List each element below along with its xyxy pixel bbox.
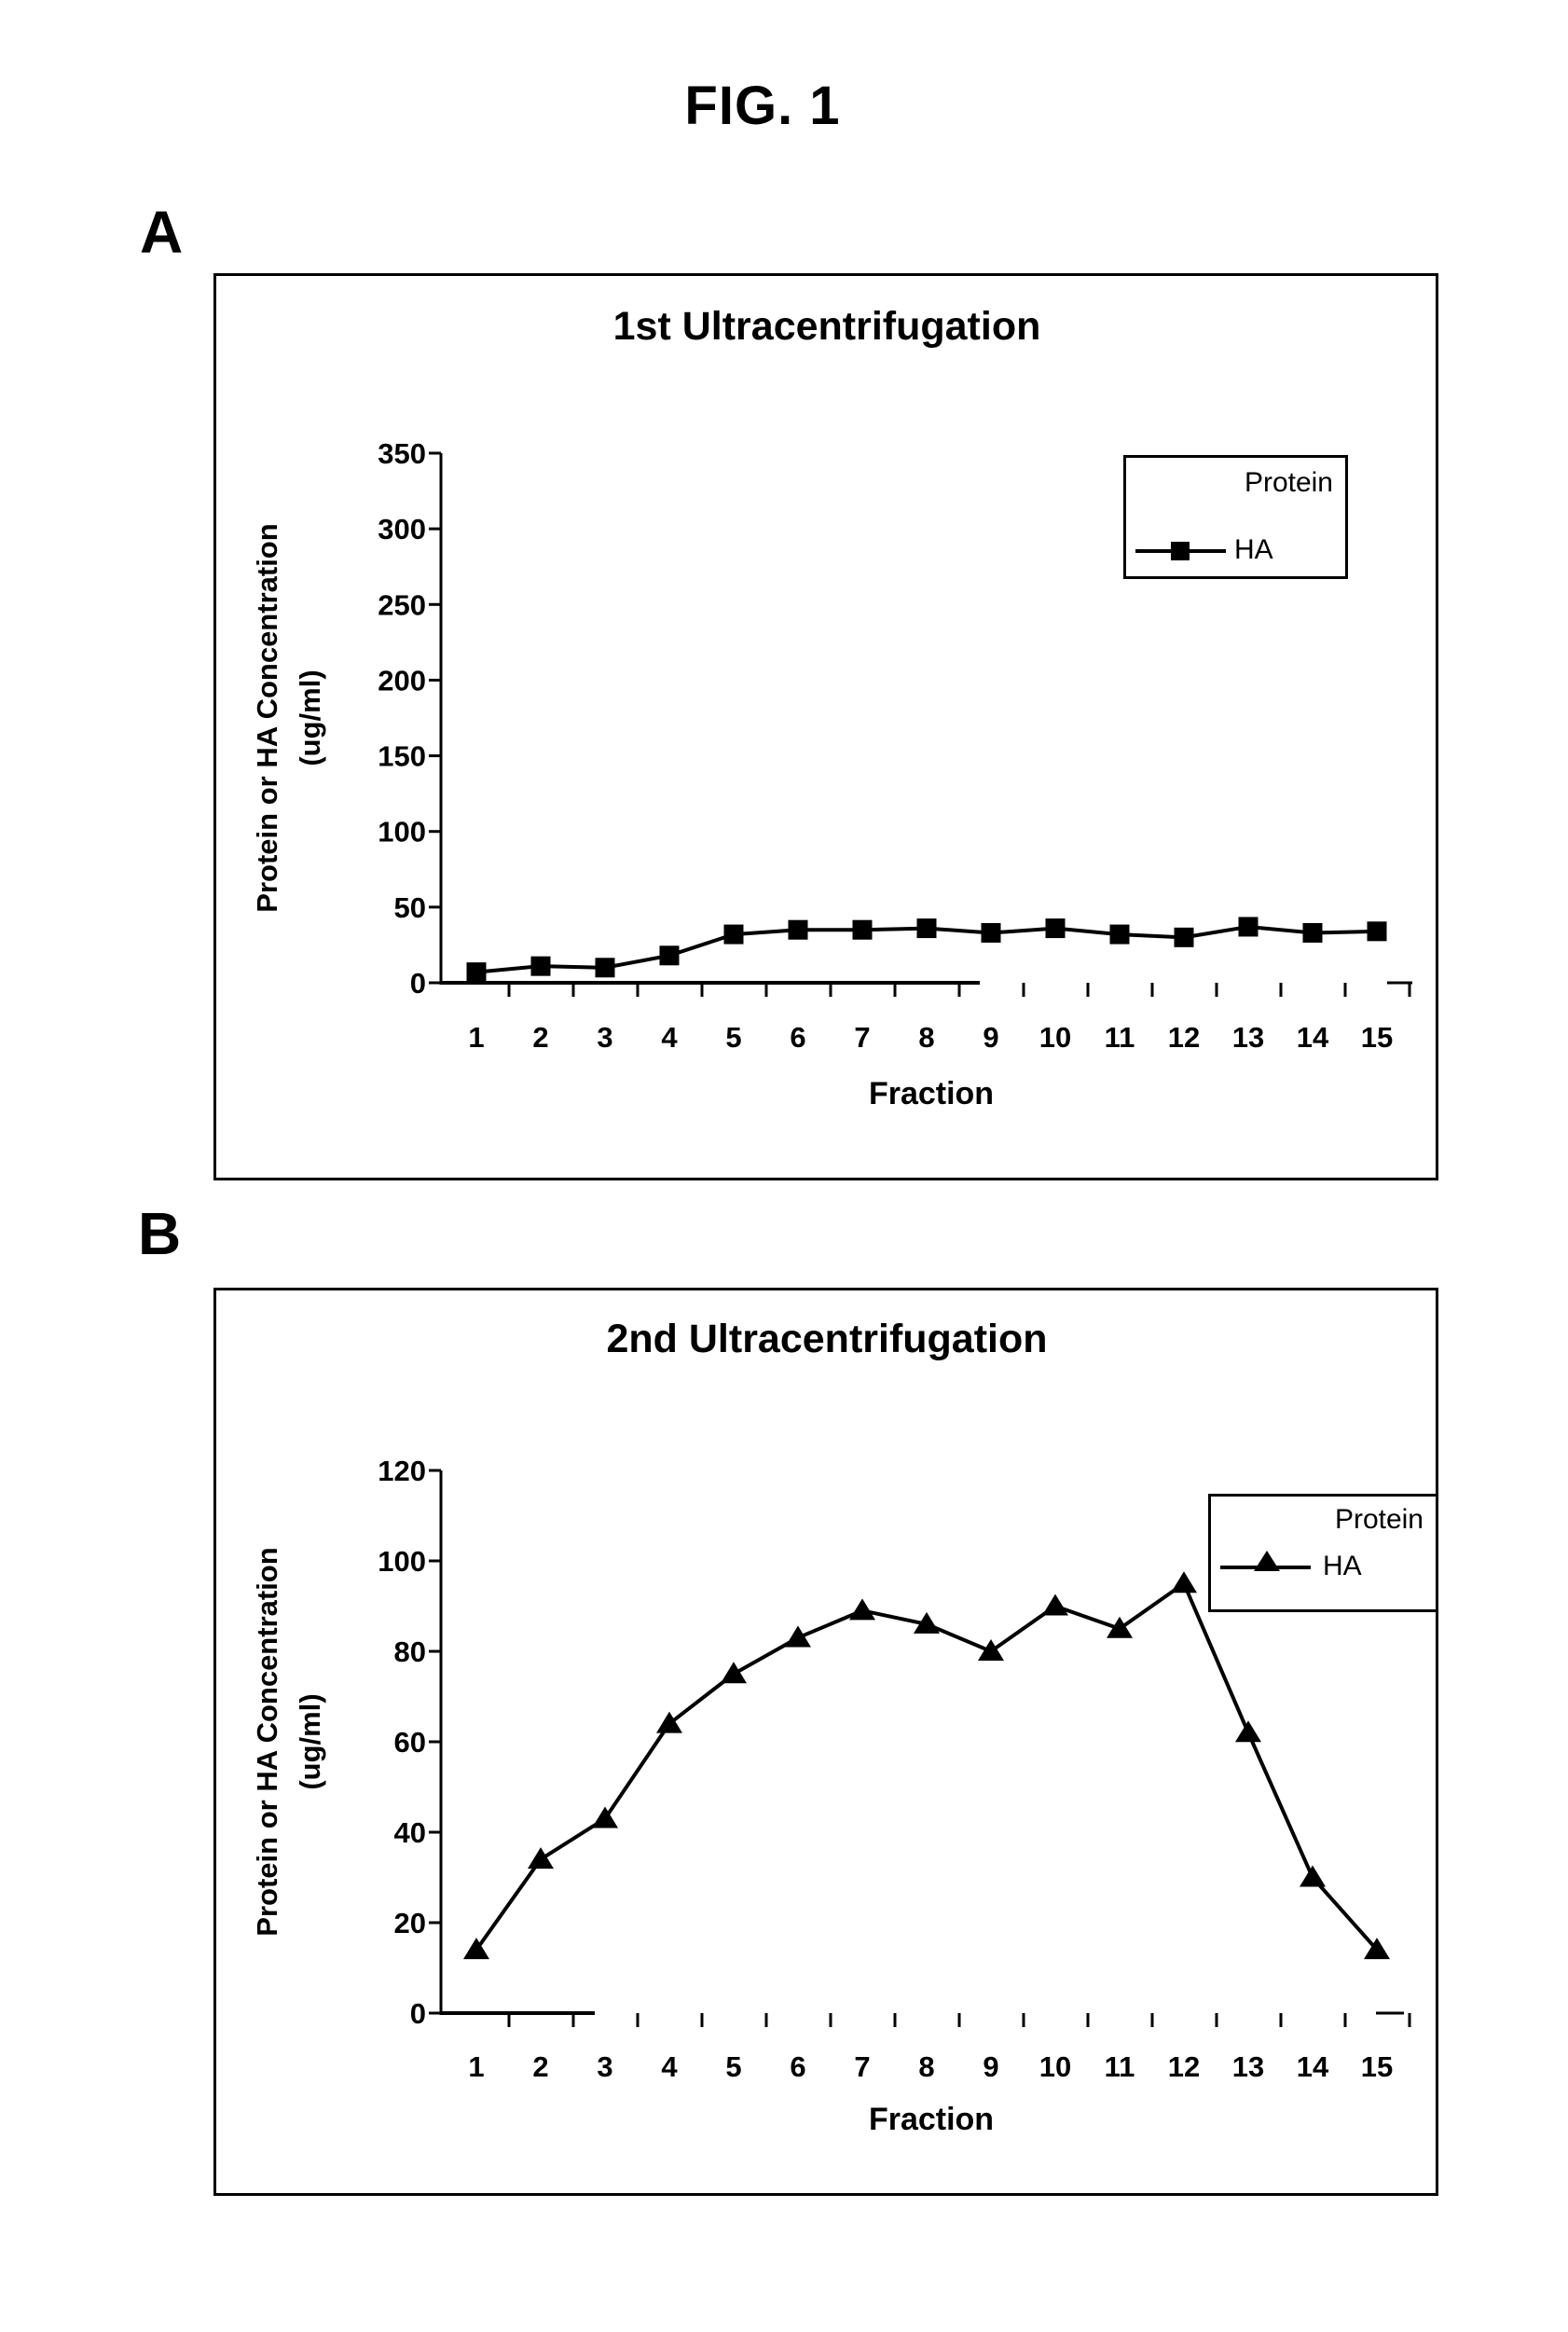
data-point-triangle-marker (1107, 1616, 1133, 1638)
data-series-line (475, 1580, 1379, 1952)
x-tick-label: 2 (532, 1021, 548, 1054)
chart-b-panel: 2nd Ultracentrifugation Protein or HA Co… (213, 1288, 1438, 2196)
chart-a-legend-square-marker-icon (1171, 542, 1190, 560)
panel-b-label: B (138, 1200, 182, 1267)
x-tick-label: 5 (725, 2050, 741, 2083)
x-tick-label: 4 (661, 2050, 678, 2083)
chart-a-legend-label-protein: Protein (1244, 467, 1333, 498)
y-tick-label: 80 (394, 1635, 426, 1668)
data-point-square-marker (595, 958, 615, 978)
data-point-triangle-marker (528, 1847, 554, 1870)
x-tick-label: 1 (468, 1021, 484, 1054)
y-tick-label: 100 (378, 1545, 426, 1578)
x-tick-label: 4 (661, 1021, 678, 1054)
data-point-triangle-marker (785, 1625, 811, 1648)
chart-b-title: 2nd Ultracentrifugation (606, 1317, 1048, 1361)
data-point-triangle-marker (978, 1639, 1004, 1661)
chart-a-panel: 1st Ultracentrifugation Protein or HA Co… (213, 273, 1438, 1180)
x-tick-label: 11 (1105, 2050, 1135, 2083)
y-tick-label: 0 (410, 1997, 426, 2030)
chart-b-legend-label-protein: Protein (1334, 1504, 1424, 1535)
y-tick-label: 20 (394, 1907, 426, 1939)
data-point-triangle-marker (721, 1662, 747, 1684)
data-point-triangle-marker (1364, 1938, 1390, 1960)
data-point-triangle-marker (1171, 1571, 1197, 1594)
x-tick-label: 3 (597, 2050, 612, 2083)
x-tick-label: 6 (790, 2050, 805, 2083)
x-tick-label: 13 (1232, 1021, 1264, 1054)
x-tick-label: 8 (918, 1021, 934, 1054)
data-point-square-marker (530, 956, 551, 976)
data-point-square-marker (788, 919, 808, 940)
chart-a-legend: Protein HA (1123, 455, 1348, 579)
panel-a-label: A (140, 199, 184, 266)
y-tick-label: 300 (378, 513, 426, 545)
data-point-triangle-marker (656, 1711, 682, 1733)
data-point-square-marker (981, 922, 1001, 943)
data-point-square-marker (1302, 922, 1323, 943)
x-tick-label: 14 (1297, 1021, 1329, 1054)
y-tick-label: 250 (378, 588, 426, 621)
y-tick-label: 40 (394, 1816, 426, 1849)
x-tick-label: 9 (983, 1021, 998, 1054)
x-tick-label: 13 (1232, 2050, 1264, 2083)
x-tick-label: 11 (1105, 1021, 1135, 1054)
x-tick-label: 10 (1039, 1021, 1071, 1054)
data-point-square-marker (1174, 927, 1194, 947)
data-point-triangle-marker (1300, 1865, 1326, 1887)
x-tick-label: 7 (854, 1021, 870, 1054)
y-tick-label: 200 (378, 664, 426, 697)
data-point-square-marker (1109, 924, 1130, 945)
y-tick-label: 100 (378, 816, 426, 849)
data-point-square-marker (852, 919, 873, 940)
x-tick-label: 6 (790, 1021, 805, 1054)
x-tick-label: 1 (468, 2050, 484, 2083)
data-point-square-marker (916, 918, 937, 939)
chart-b-legend: Protein HA (1208, 1494, 1438, 1612)
y-tick-label: 150 (378, 740, 426, 773)
data-point-square-marker (723, 924, 744, 945)
chart-b-legend-item-protein: Protein (1335, 1504, 1424, 1536)
chart-b-x-axis-title: Fraction (868, 2102, 995, 2137)
data-point-triangle-marker (592, 1806, 618, 1828)
chart-a-legend-label-ha: HA (1234, 534, 1273, 565)
x-tick-label: 15 (1361, 2050, 1393, 2083)
chart-b-legend-triangle-marker-icon (1254, 1551, 1280, 1571)
x-tick-label: 14 (1297, 2050, 1329, 2083)
y-tick-label: 60 (394, 1726, 426, 1759)
chart-a-x-axis-title: Fraction (868, 1076, 995, 1111)
y-tick-label: 0 (410, 967, 426, 1000)
x-tick-label: 9 (983, 2050, 998, 2083)
chart-a-legend-item-protein: Protein (1245, 467, 1333, 499)
x-tick-label: 8 (918, 2050, 934, 2083)
chart-b-legend-label-ha: HA (1323, 1551, 1362, 1581)
y-tick-label: 50 (394, 891, 426, 924)
data-point-triangle-marker (914, 1611, 940, 1634)
data-point-square-marker (1045, 918, 1066, 939)
chart-a-title: 1st Ultracentrifugation (612, 304, 1041, 349)
data-point-triangle-marker (1042, 1594, 1068, 1616)
data-point-square-marker (1367, 921, 1387, 942)
x-tick-label: 12 (1168, 2050, 1200, 2083)
x-tick-label: 5 (725, 1021, 741, 1054)
x-tick-label: 15 (1361, 1021, 1393, 1054)
x-tick-label: 12 (1168, 1021, 1200, 1054)
y-tick-label: 350 (378, 437, 426, 470)
figure-title: FIG. 1 (684, 76, 841, 136)
x-tick-label: 7 (854, 2050, 870, 2083)
data-point-triangle-marker (849, 1598, 875, 1621)
y-tick-label: 120 (378, 1455, 426, 1487)
data-point-triangle-marker (463, 1938, 489, 1960)
x-tick-label: 10 (1039, 2050, 1071, 2083)
data-point-square-marker (1238, 917, 1259, 937)
data-point-triangle-marker (1235, 1720, 1261, 1743)
x-tick-label: 2 (532, 2050, 548, 2083)
data-point-square-marker (659, 945, 680, 966)
data-point-square-marker (466, 962, 487, 983)
x-tick-label: 3 (597, 1021, 612, 1054)
